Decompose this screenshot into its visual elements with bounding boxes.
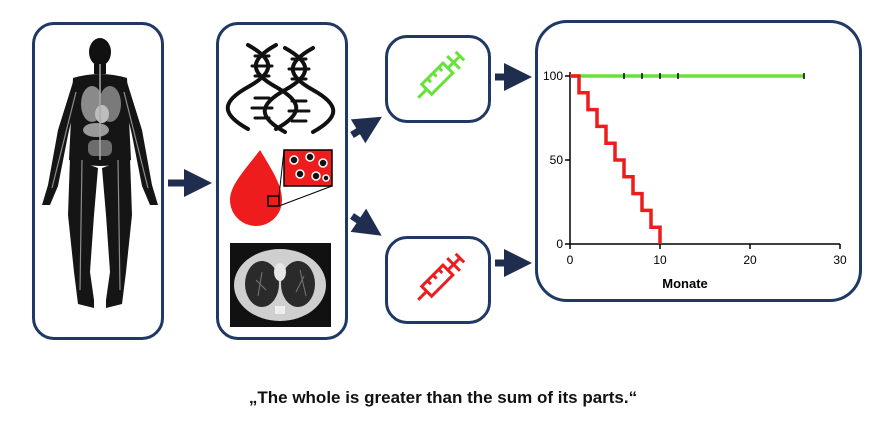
x-tick-label: 10	[653, 253, 667, 267]
survival-chart-panel	[535, 20, 862, 302]
green-therapy-panel	[385, 35, 491, 123]
flow-arrows	[168, 63, 532, 277]
dna-double-helix-icon	[226, 43, 335, 134]
green-syringe-icon	[417, 50, 466, 99]
quote-caption: „The whole is greater than the sum of it…	[248, 388, 638, 407]
x-tick-label: 20	[743, 253, 757, 267]
blood-drop-cells-icon	[230, 149, 333, 226]
red-therapy-panel	[385, 236, 491, 324]
lung-ct-scan-icon	[230, 243, 331, 327]
human-body-anatomy-icon	[42, 38, 158, 308]
y-tick-label: 0	[556, 237, 563, 251]
y-tick-label: 50	[550, 153, 564, 167]
x-tick-label: 0	[567, 253, 574, 267]
y-tick-label: 100	[543, 69, 563, 83]
arrow-data-to-red	[350, 208, 382, 236]
red-syringe-icon	[417, 252, 466, 301]
series-line-1	[570, 74, 662, 244]
arrow-data-to-green	[350, 116, 382, 144]
x-axis-label: Monate	[662, 276, 708, 291]
x-tick-label: 30	[833, 253, 847, 267]
survival-chart: 0 10 20 30 0 50 100 Monate	[543, 69, 847, 291]
